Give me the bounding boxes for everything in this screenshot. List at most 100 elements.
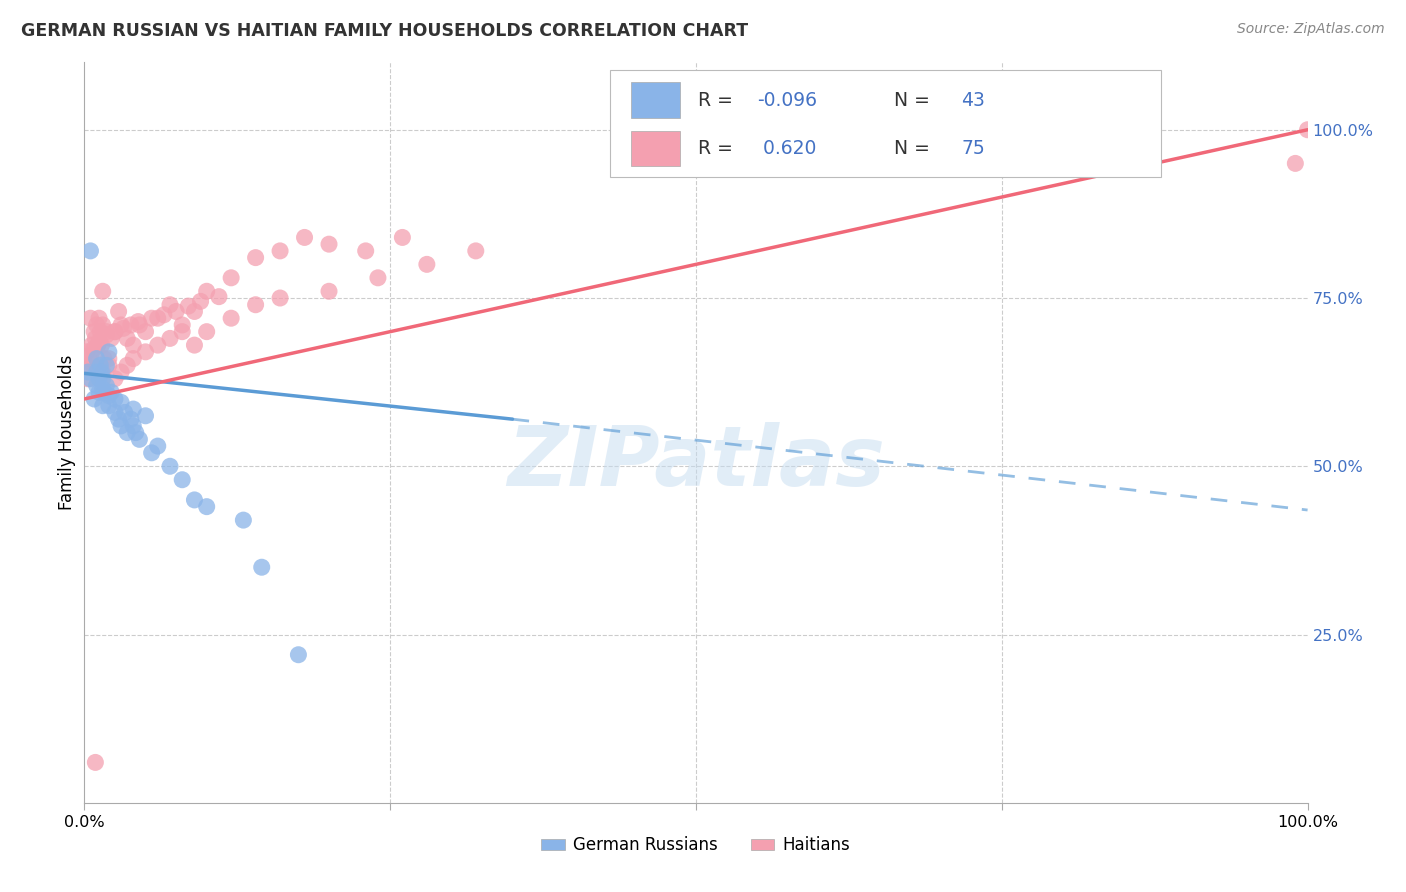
Point (93, 385, 115, 400)
Text: GERMAN RUSSIAN VS HAITIAN FAMILY HOUSEHOLDS CORRELATION CHART: GERMAN RUSSIAN VS HAITIAN FAMILY HOUSEHO… (21, 22, 748, 40)
Point (87, 385, 110, 400)
Point (86, 365, 108, 379)
Point (112, 321, 135, 335)
Point (91, 382, 114, 396)
Point (96, 378, 118, 392)
Point (79, 311, 101, 326)
Point (146, 439, 169, 453)
Point (354, 244, 377, 258)
Point (97, 344, 120, 359)
Point (195, 325, 218, 339)
Point (177, 299, 200, 313)
Point (96, 359, 118, 373)
Point (135, 325, 157, 339)
Y-axis label: Family Households: Family Households (58, 355, 76, 510)
Point (79, 244, 101, 258)
Point (89, 359, 111, 373)
Point (208, 290, 231, 304)
Point (141, 446, 163, 460)
Point (250, 560, 273, 574)
Point (110, 318, 132, 332)
Point (110, 365, 132, 379)
Point (120, 318, 142, 332)
Point (91, 285, 114, 299)
Text: N =: N = (894, 91, 936, 110)
Point (183, 492, 205, 507)
Point (416, 257, 439, 271)
Point (86, 351, 108, 366)
Point (97, 351, 120, 366)
Point (269, 291, 291, 305)
Text: ZIPatlas: ZIPatlas (508, 422, 884, 503)
Point (135, 409, 157, 423)
Point (146, 338, 169, 352)
Point (153, 308, 176, 322)
Point (97, 359, 120, 373)
Point (183, 338, 205, 352)
Text: N =: N = (894, 139, 936, 158)
Point (91, 365, 114, 379)
Point (128, 433, 150, 447)
Point (84, 756, 107, 770)
Legend: German Russians, Haitians: German Russians, Haitians (534, 830, 858, 861)
Point (172, 318, 194, 332)
Point (76, 344, 98, 359)
Point (219, 270, 242, 285)
Point (190, 294, 212, 309)
Point (104, 325, 127, 339)
Point (87, 311, 110, 326)
Point (110, 418, 132, 433)
Point (107, 304, 129, 318)
Point (122, 402, 145, 417)
Point (96, 328, 118, 343)
Point (172, 473, 194, 487)
Point (294, 230, 316, 244)
Point (391, 230, 413, 244)
Point (318, 285, 340, 299)
Point (1284, 156, 1306, 170)
Point (79, 372, 101, 386)
Point (195, 285, 218, 299)
Point (91, 318, 114, 332)
Point (97, 389, 120, 403)
Point (86, 378, 108, 392)
Point (219, 311, 242, 326)
Text: R =: R = (699, 139, 740, 158)
Point (89, 325, 111, 339)
Point (104, 392, 127, 406)
Point (125, 425, 148, 440)
Point (120, 412, 142, 426)
Point (128, 318, 150, 332)
Point (269, 244, 291, 258)
Point (107, 412, 129, 426)
Point (90, 365, 112, 379)
Point (287, 648, 309, 662)
Point (83, 342, 105, 356)
Point (159, 459, 181, 474)
Point (172, 325, 194, 339)
Point (91, 372, 114, 386)
Point (245, 298, 267, 312)
Point (135, 344, 157, 359)
Point (80, 338, 103, 352)
Point (86, 318, 108, 332)
FancyBboxPatch shape (610, 70, 1161, 178)
Point (146, 311, 169, 326)
Point (104, 372, 127, 386)
Point (104, 405, 127, 419)
Point (245, 251, 267, 265)
Point (464, 244, 486, 258)
Point (122, 338, 145, 352)
Point (84, 331, 107, 345)
Point (83, 392, 105, 406)
Point (87, 372, 110, 386)
Point (90, 338, 112, 352)
Point (91, 399, 114, 413)
Point (77, 372, 100, 386)
Point (110, 395, 132, 409)
Point (77, 351, 100, 366)
Point (318, 237, 340, 252)
Text: Source: ZipAtlas.com: Source: ZipAtlas.com (1237, 22, 1385, 37)
Point (115, 425, 138, 440)
Text: -0.096: -0.096 (758, 91, 817, 110)
